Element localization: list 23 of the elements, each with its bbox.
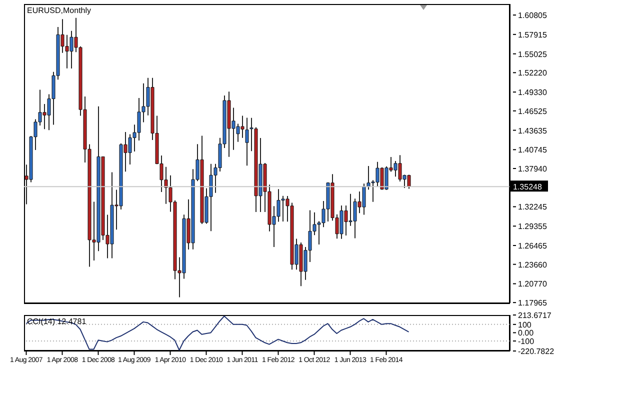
- y-tick-label: 1.60805: [518, 11, 548, 20]
- y-tick-label: 1.49330: [518, 88, 548, 98]
- y-tick-label: 1.43635: [518, 126, 548, 136]
- y-tick-label: 1.37940: [518, 164, 548, 174]
- y-tick-label: 1.57915: [518, 30, 548, 40]
- y-tick-label: 1.17965: [518, 298, 548, 308]
- y-tick-label: -220.7822: [518, 347, 555, 356]
- y-tick-label: 1.32245: [518, 202, 548, 212]
- y-tick-label: 1.40745: [518, 146, 548, 155]
- y-tick-label: 1.26465: [518, 242, 548, 251]
- y-tick-label: 1.52220: [518, 68, 548, 78]
- y-tick-label: 1.46525: [518, 106, 548, 116]
- y-tick-label: -100: [518, 336, 535, 346]
- line-series: [26, 316, 410, 351]
- y-tick-label: 1.29355: [518, 222, 548, 232]
- y-tick-label: 0.00: [518, 328, 534, 338]
- chart-title: EURUSD,Monthly: [27, 6, 92, 15]
- ref-line-label: 1.35248: [513, 182, 542, 192]
- y-tick-label: 100: [518, 320, 532, 330]
- y-tick-label: 1.23660: [518, 260, 548, 270]
- y-tick-label: 213.6717: [518, 311, 552, 320]
- y-tick-label: 1.55025: [518, 50, 548, 59]
- y-tick-label: 1.20770: [518, 280, 548, 289]
